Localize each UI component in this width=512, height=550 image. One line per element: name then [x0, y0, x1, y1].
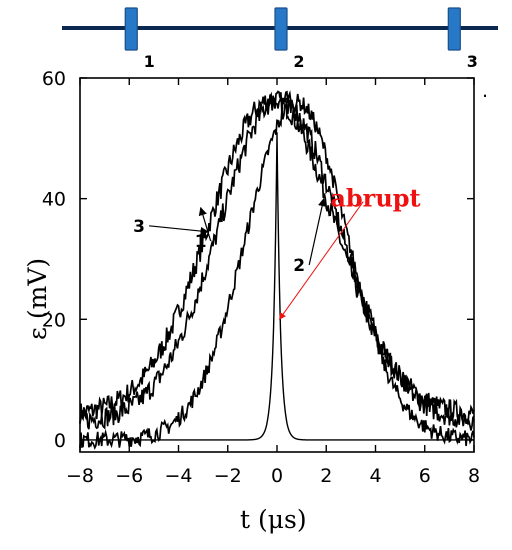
- curve-arrow-3: [149, 225, 209, 236]
- curve-labels: 3 1 2: [133, 197, 327, 276]
- series-line-3: [79, 90, 475, 425]
- axis-ticks: −8 −6 −4 −2 0 2 4 6 8 0 20 40 60: [42, 68, 480, 487]
- x-tick-label: 0: [271, 465, 283, 487]
- probe-diagram: 1 2 3: [62, 7, 498, 71]
- x-tick-label: −8: [66, 465, 94, 487]
- x-tick-label: −2: [214, 465, 242, 487]
- annotation-abrupt: abrupt: [330, 184, 420, 213]
- annotation-arrow: [279, 201, 364, 320]
- probe-marker-1: [124, 7, 138, 51]
- y-tick-label: 40: [42, 189, 66, 211]
- curve-label-1: 1: [195, 232, 207, 252]
- x-tick-label: 4: [369, 465, 381, 487]
- curve-arrow-1: [198, 206, 212, 242]
- x-tick-label: 2: [320, 465, 332, 487]
- probe-label-2: 2: [293, 52, 304, 71]
- series-line-1: [79, 90, 475, 431]
- y-axis-title: ε (mV): [23, 258, 52, 340]
- annotation: abrupt: [279, 184, 421, 320]
- series-spike: [80, 132, 474, 441]
- probe-marker-2: [274, 7, 288, 51]
- x-axis-title: t (μs): [240, 505, 307, 534]
- curve-label-2: 2: [293, 256, 305, 276]
- series-group: [79, 90, 475, 450]
- x-tick-label: 6: [419, 465, 431, 487]
- x-tick-label: 8: [468, 465, 480, 487]
- probe-label-1: 1: [144, 52, 155, 71]
- x-tick-label: −4: [164, 465, 192, 487]
- probe-label-3: 3: [467, 52, 478, 71]
- y-tick-label: 20: [42, 309, 66, 331]
- x-tick-label: −6: [115, 465, 143, 487]
- curve-arrow-2: [308, 197, 327, 266]
- y-tick-label: 0: [54, 430, 66, 452]
- probe-marker-3: [447, 7, 461, 51]
- curve-label-3: 3: [133, 217, 145, 237]
- extra-mark: .: [482, 80, 488, 102]
- series-line-2: [79, 93, 475, 450]
- y-tick-label: 60: [42, 68, 66, 90]
